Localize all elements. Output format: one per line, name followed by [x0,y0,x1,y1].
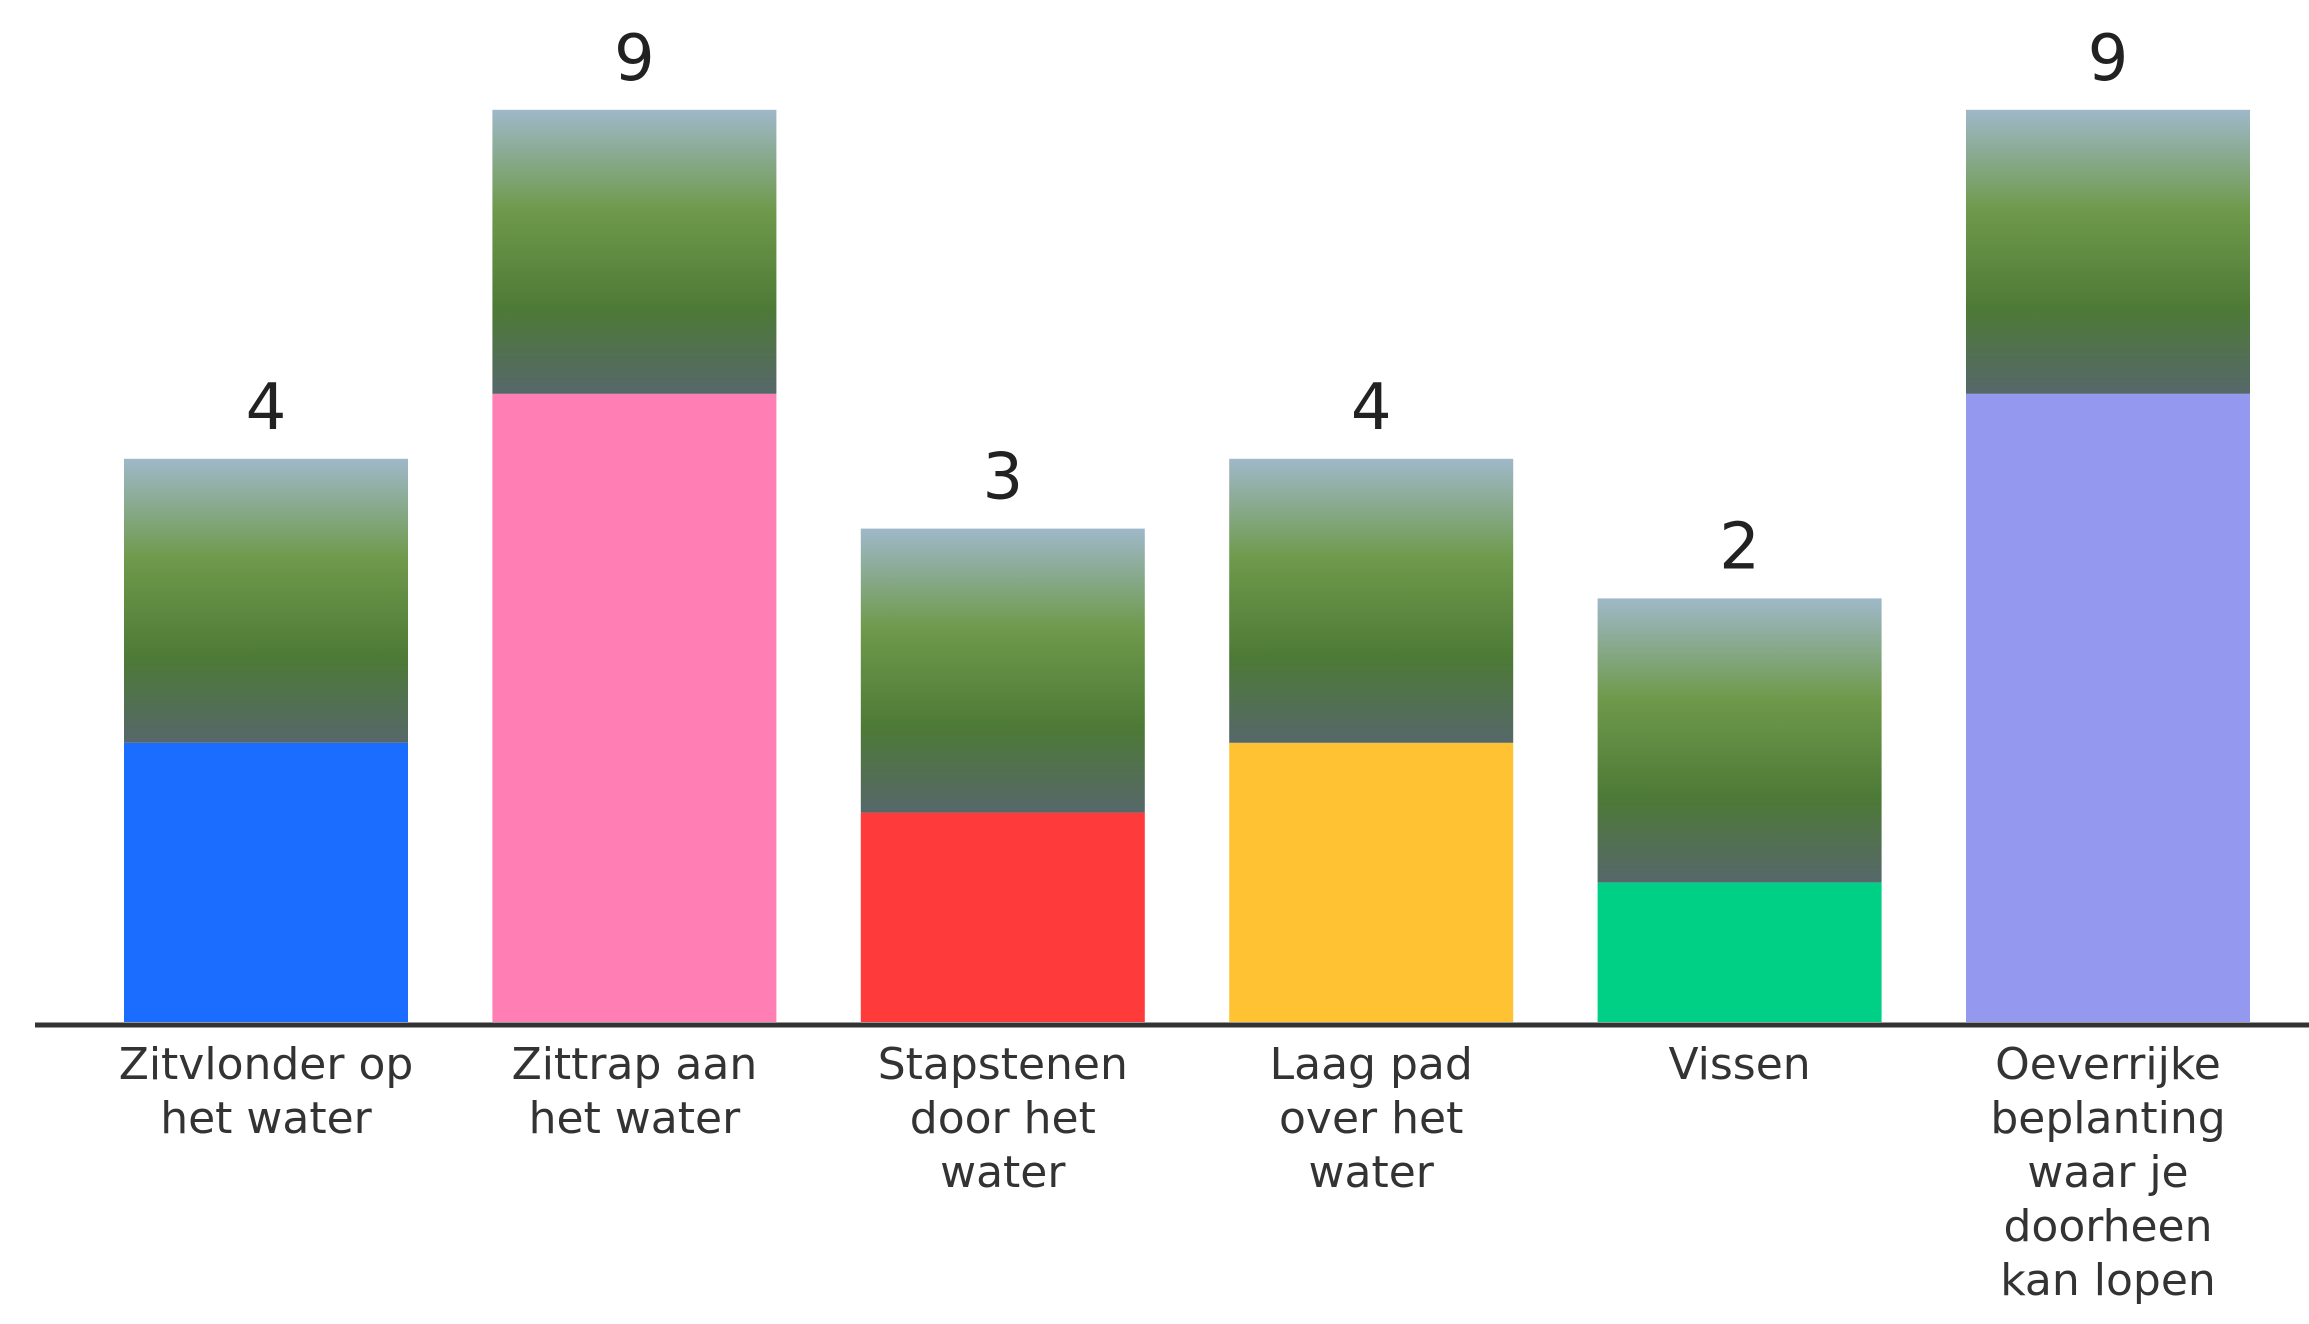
photo [124,458,408,743]
category-label: Laag pad over het water [1269,1039,1473,1198]
value-label: 9 [2088,22,2129,96]
category-label: Stapstenen door het water [877,1039,1128,1198]
category-label: Zittrap aan het water [511,1039,758,1144]
photo [1597,598,1882,883]
value-label: 4 [1351,371,1392,445]
bar [860,812,1145,1022]
value-label: 2 [1719,510,1760,584]
photo [1229,458,1514,743]
value-label: 3 [982,441,1023,515]
category-label: Vissen [1668,1039,1811,1090]
bar [124,742,408,1022]
category-label: Zitvlonder op het water [118,1039,414,1144]
bar [1597,882,1882,1022]
value-label: 4 [246,371,287,445]
bar [1229,742,1514,1022]
photo [860,528,1145,813]
bar [1966,393,2250,1022]
photo [492,109,777,394]
value-label: 9 [614,22,655,96]
category-label: Oeverrijke beplanting waar je doorheen k… [1990,1039,2226,1306]
bar [492,393,777,1022]
photo [1966,109,2250,394]
